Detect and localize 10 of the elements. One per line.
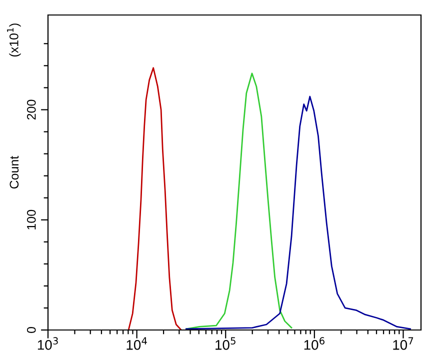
text: (x10$^{1}$): [7, 24, 21, 57]
y-tick-label: 0: [26, 327, 36, 333]
x-tick-label: 10$^{7}$: [393, 337, 414, 350]
x-tick-label: 10$^{6}$: [304, 337, 324, 350]
y-tick-label: 200: [26, 100, 36, 120]
y-tick-label: 100: [26, 210, 36, 230]
x-tick-label: 10$^{5}$: [216, 337, 236, 350]
y-axis-title: Count: [10, 156, 19, 189]
x-tick-label: 10$^{4}$: [126, 337, 147, 350]
x-tick-label: 10$^{3}$: [38, 337, 58, 350]
